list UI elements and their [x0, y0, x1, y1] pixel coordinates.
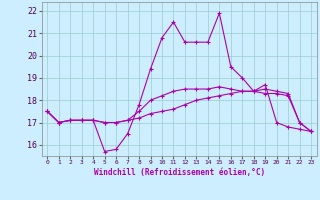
X-axis label: Windchill (Refroidissement éolien,°C): Windchill (Refroidissement éolien,°C)	[94, 168, 265, 177]
